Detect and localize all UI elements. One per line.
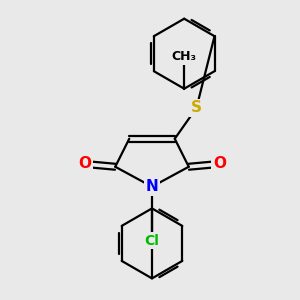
Text: Cl: Cl [145,234,159,248]
Text: CH₃: CH₃ [172,50,197,63]
Text: N: N [146,179,158,194]
Text: O: O [78,156,91,171]
Text: O: O [213,156,226,171]
Text: S: S [191,100,202,116]
